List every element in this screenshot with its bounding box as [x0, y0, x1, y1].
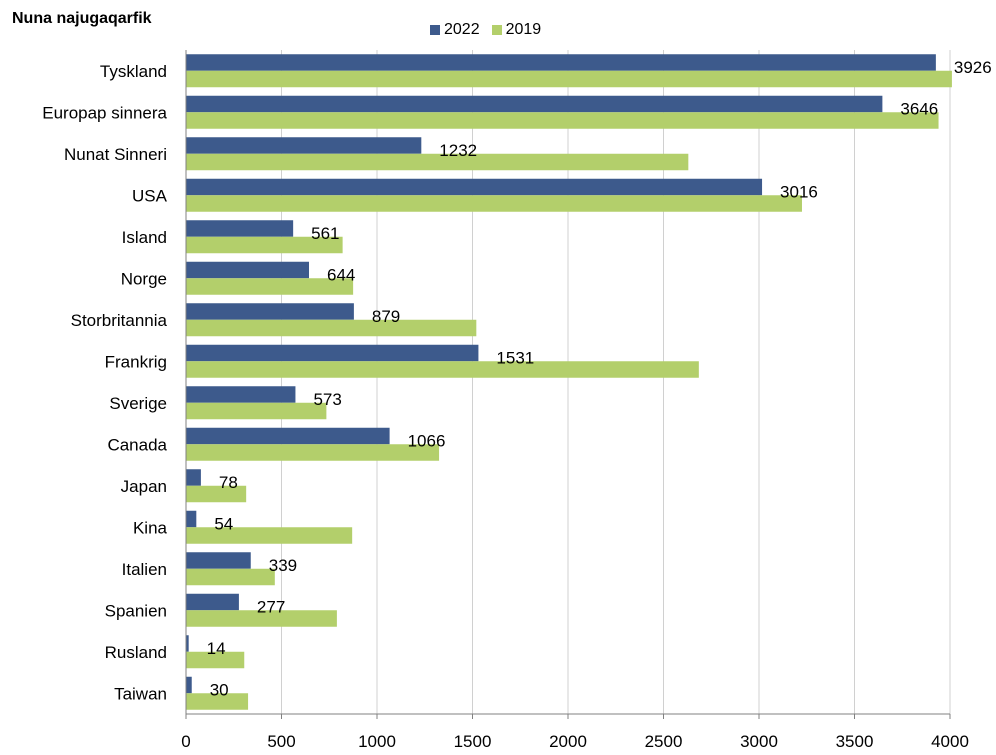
legend-swatch-2019: [491, 25, 502, 35]
category-label: USA: [132, 186, 168, 205]
data-label-2022: 1066: [408, 431, 446, 450]
x-tick-label: 4000: [931, 732, 969, 751]
bar-2022: [186, 593, 239, 611]
bar-2022: [186, 344, 479, 362]
data-label-2022: 54: [214, 514, 233, 533]
category-label: Storbritannia: [71, 311, 168, 330]
bar-2022: [186, 469, 201, 486]
category-label: Europap sinnera: [42, 103, 167, 122]
bar-2019: [186, 527, 353, 544]
data-label-2022: 30: [210, 680, 229, 699]
x-tick-label: 2500: [645, 732, 683, 751]
legend-label-2019: 2019: [505, 21, 542, 38]
bar-2019: [186, 444, 440, 461]
bar-2019: [186, 485, 247, 503]
data-label-2022: 573: [313, 390, 341, 409]
category-label: Nunat Sinneri: [64, 145, 167, 164]
category-label: Frankrig: [105, 352, 167, 371]
bar-2019: [186, 651, 245, 669]
bar-2019: [186, 278, 354, 295]
bar-2022: [186, 386, 296, 403]
data-label-2022: 78: [219, 473, 238, 492]
legend-item-2019: 2019: [491, 21, 542, 39]
bar-2022: [186, 510, 197, 528]
bar-2019: [186, 153, 689, 171]
x-tick-label: 3000: [740, 732, 778, 751]
category-label: Tyskland: [100, 62, 167, 81]
data-label-2022: 1232: [439, 141, 477, 160]
x-tick-label: 2000: [549, 732, 587, 751]
category-label: Island: [122, 228, 167, 247]
data-label-2022: 14: [207, 639, 226, 658]
data-label-2022: 561: [311, 224, 339, 243]
bar-2019: [186, 693, 249, 710]
category-label: Italien: [122, 560, 167, 579]
bar-2019: [186, 402, 327, 420]
data-label-2022: 3016: [780, 182, 818, 201]
data-label-2022: 879: [372, 307, 400, 326]
category-label: Rusland: [105, 643, 167, 662]
data-label-2022: 644: [327, 265, 355, 284]
legend-label-2022: 2022: [444, 21, 480, 38]
legend: 2022 2019: [430, 21, 553, 39]
bar-2022: [186, 220, 294, 237]
bar-2022: [186, 303, 354, 320]
category-label: Sverige: [109, 394, 167, 413]
bar-2022: [186, 676, 192, 694]
bar-2019: [186, 195, 802, 212]
category-label: Japan: [121, 477, 167, 496]
data-label-2022: 339: [269, 556, 297, 575]
category-label: Canada: [107, 435, 167, 454]
x-tick-label: 1000: [358, 732, 396, 751]
bar-2022: [186, 95, 883, 113]
bar-2022: [186, 137, 422, 154]
bar-2022: [186, 261, 310, 279]
legend-swatch-2022: [430, 25, 440, 35]
data-label-2022: 1531: [496, 348, 534, 367]
chart-title: Nuna najugaqarfik: [12, 10, 152, 27]
bar-2019: [186, 70, 952, 88]
bar-2019: [186, 610, 337, 627]
bar-2019: [186, 319, 477, 337]
bar-2019: [186, 568, 275, 586]
bar-2022: [186, 427, 390, 445]
x-tick-label: 0: [181, 732, 190, 751]
bar-2022: [186, 178, 763, 196]
x-tick-label: 500: [267, 732, 295, 751]
bar-2019: [186, 236, 343, 254]
data-label-2022: 3646: [900, 99, 938, 118]
category-label: Taiwan: [114, 684, 167, 703]
bar-2022: [186, 635, 189, 652]
bar-2019: [186, 112, 939, 129]
category-label: Spanien: [105, 601, 167, 620]
data-label-2022: 277: [257, 597, 285, 616]
category-label: Kina: [133, 518, 168, 537]
x-tick-label: 3500: [836, 732, 874, 751]
category-label: Norge: [121, 269, 167, 288]
bar-2022: [186, 552, 251, 569]
bar-2019: [186, 361, 699, 378]
x-tick-label: 1500: [454, 732, 492, 751]
data-label-2022: 3926: [954, 58, 992, 77]
legend-item-2022: 2022: [430, 21, 480, 39]
bar-2022: [186, 54, 936, 71]
